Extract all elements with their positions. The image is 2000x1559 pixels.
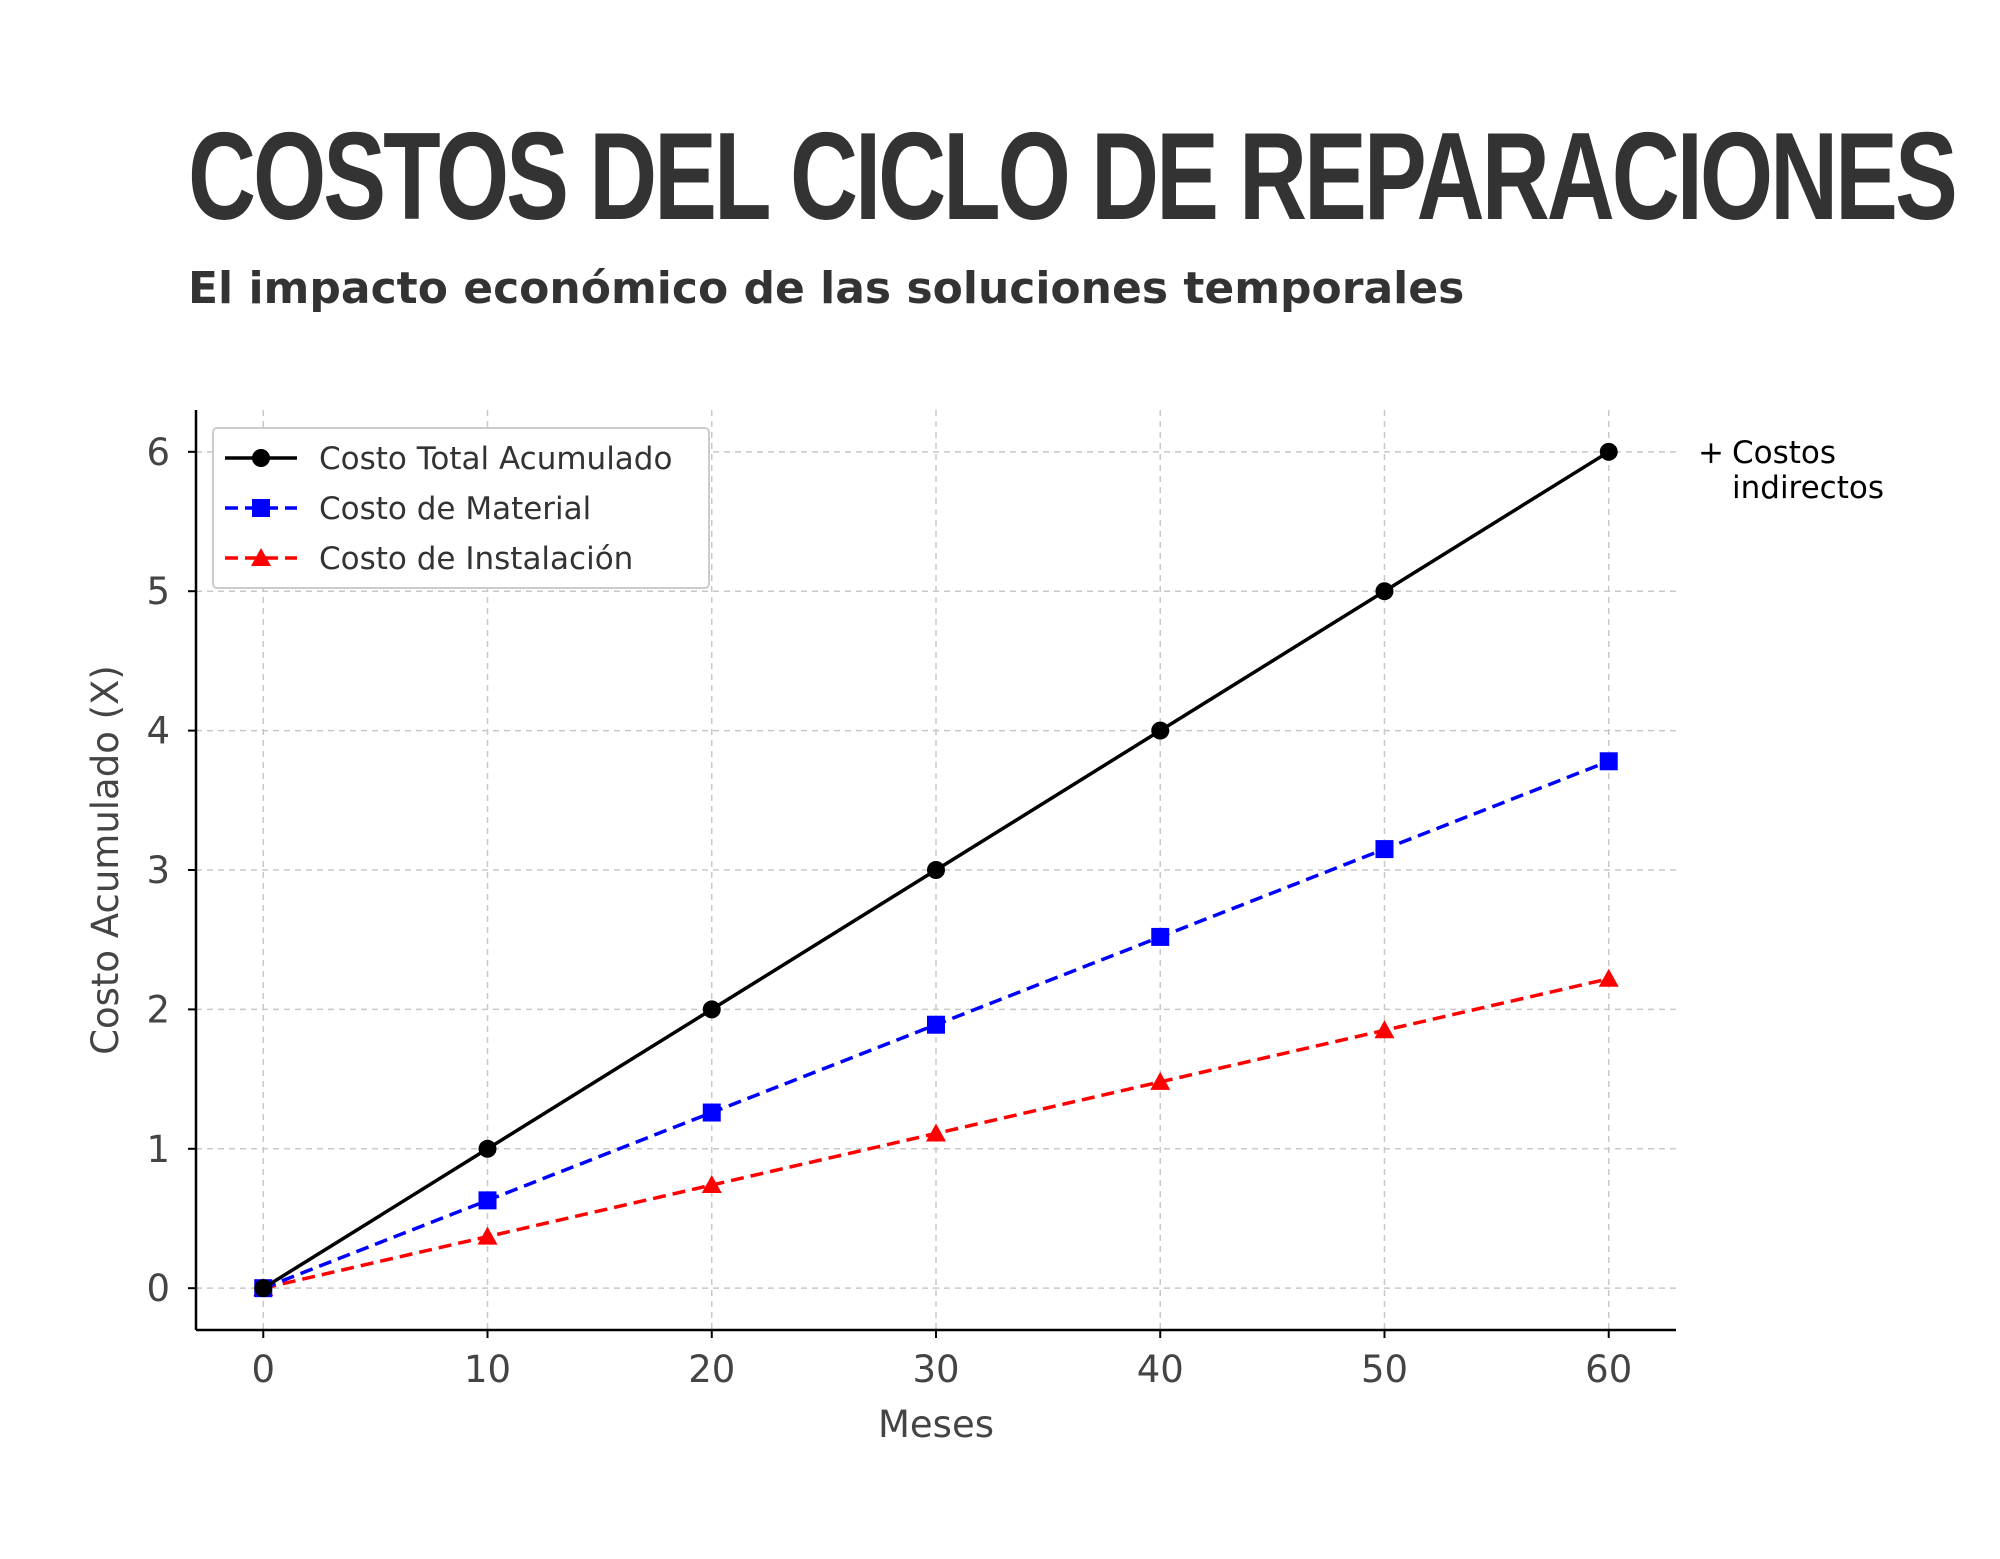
x-axis-label: Meses <box>878 1403 994 1446</box>
series-1 <box>254 442 1618 1298</box>
data-point <box>1375 840 1394 859</box>
data-point <box>927 861 945 879</box>
indirect-costs-note: + Costos indirectos <box>1698 436 1884 506</box>
data-point <box>1150 1071 1171 1090</box>
y-tick-label: 3 <box>146 849 170 892</box>
data-point <box>1375 582 1394 601</box>
legend-label: Costo de Instalación <box>319 541 633 577</box>
y-tick-label: 2 <box>146 988 170 1031</box>
data-point <box>478 1191 497 1210</box>
grid-lines <box>196 410 1676 1330</box>
x-tick-label: 40 <box>1137 1348 1184 1391</box>
x-tick-label: 50 <box>1361 1348 1408 1391</box>
data-point <box>1599 442 1618 461</box>
x-tick-label: 30 <box>912 1348 959 1391</box>
note-line-1: Costos <box>1732 435 1837 471</box>
axes <box>188 410 1676 1338</box>
y-tick-label: 1 <box>146 1128 170 1171</box>
legend-label: Costo Total Acumulado <box>319 441 672 477</box>
tick-labels: 0 10 20 30 40 50 60 0 1 2 3 4 5 6 <box>146 431 1632 1391</box>
data-point <box>702 1000 721 1019</box>
data-point <box>477 1226 498 1245</box>
legend-swatch-marker <box>251 548 271 566</box>
y-tick-label: 6 <box>146 431 170 474</box>
x-tick-label: 0 <box>251 1348 275 1391</box>
series-layer <box>253 442 1619 1298</box>
data-point <box>254 1279 273 1298</box>
data-point <box>701 1175 722 1194</box>
legend-label: Costo de Material <box>319 491 591 527</box>
data-point <box>1374 1020 1395 1039</box>
legend-swatch-marker <box>252 499 270 517</box>
legend-swatch-marker <box>252 449 270 467</box>
legend: Costo Total Acumulado Costo de Material Co… <box>212 427 710 589</box>
data-point <box>926 1123 946 1142</box>
plus-symbol: + <box>1698 435 1724 471</box>
data-point <box>1151 721 1170 740</box>
note-line-2: indirectos <box>1732 470 1885 506</box>
data-point <box>478 1139 497 1158</box>
data-point <box>1599 752 1618 771</box>
page-subtitle: El impacto económico de las soluciones t… <box>188 263 1465 314</box>
data-point <box>927 1015 945 1034</box>
data-point <box>1151 927 1170 946</box>
y-axis-label: Costo Acumulado (X) <box>84 665 127 1055</box>
y-tick-label: 5 <box>146 570 170 613</box>
data-point <box>702 1103 721 1122</box>
y-tick-label: 4 <box>146 710 170 753</box>
page-title: COSTOS DEL CICLO DE REPARACIONES <box>188 108 1958 246</box>
data-point <box>1598 968 1619 987</box>
x-tick-label: 60 <box>1585 1348 1632 1391</box>
y-tick-label: 0 <box>146 1267 170 1310</box>
legend-box <box>212 427 710 589</box>
x-tick-label: 10 <box>464 1348 511 1391</box>
x-tick-label: 20 <box>688 1348 735 1391</box>
